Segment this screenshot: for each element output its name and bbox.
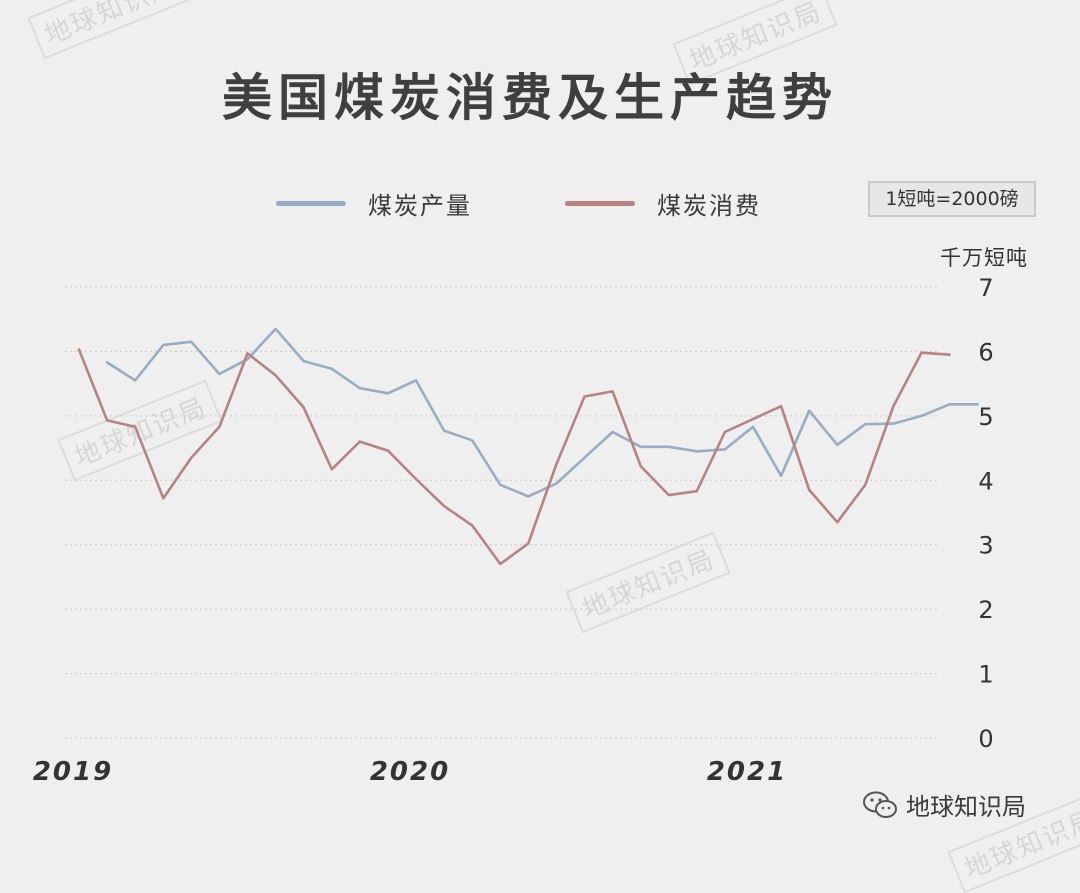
chart-title: 美国煤炭消费及生产趋势 xyxy=(222,69,838,127)
legend-item-consumption: 煤炭消费 xyxy=(565,186,761,221)
footer-brand-label: 地球知识局 xyxy=(906,793,1026,821)
x-tick-label: 2020 xyxy=(370,757,450,787)
x-tick-label: 2021 xyxy=(707,757,787,787)
legend-swatch-consumption xyxy=(565,201,635,206)
y-axis-unit: 千万短吨 xyxy=(940,246,1028,270)
line-chart: 0 1 2 3 4 5 6 7 2019 2020 2021 xyxy=(33,274,994,787)
y-tick-label: 1 xyxy=(978,661,993,689)
x-tick-label: 2019 xyxy=(33,757,113,787)
y-tick-label: 4 xyxy=(978,467,993,495)
y-tick-label: 2 xyxy=(978,596,993,624)
unit-conversion-note: 1短吨=2000磅 xyxy=(868,181,1036,217)
series-line-production xyxy=(105,327,980,498)
legend-label-consumption: 煤炭消费 xyxy=(657,192,761,220)
wechat-icon xyxy=(863,791,897,818)
legend-label-production: 煤炭产量 xyxy=(368,192,472,220)
y-tick-label: 0 xyxy=(978,725,993,753)
legend-item-production: 煤炭产量 xyxy=(276,186,472,221)
legend-swatch-production xyxy=(276,201,346,206)
y-tick-label: 6 xyxy=(978,338,993,366)
y-tick-label: 5 xyxy=(978,403,993,431)
y-tick-label: 3 xyxy=(978,532,993,560)
series-line-consumption xyxy=(77,348,951,566)
y-tick-label: 7 xyxy=(978,274,993,302)
footer-brand: 地球知识局 xyxy=(862,787,1026,822)
